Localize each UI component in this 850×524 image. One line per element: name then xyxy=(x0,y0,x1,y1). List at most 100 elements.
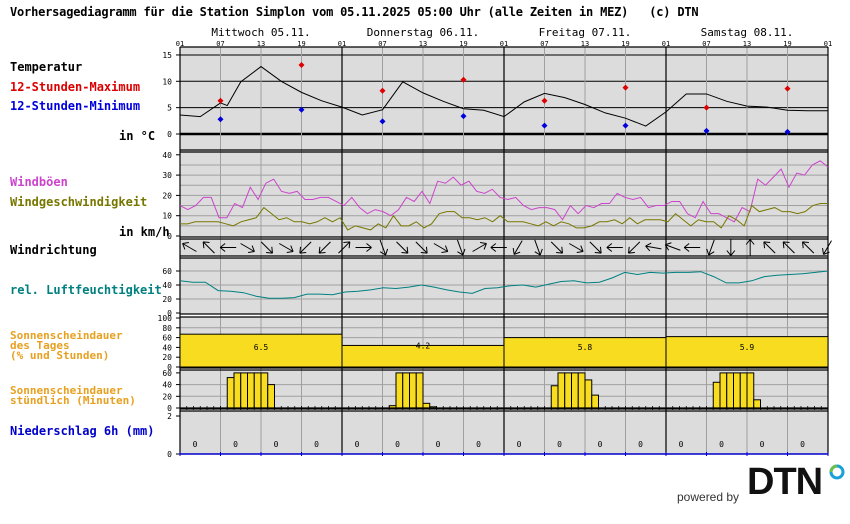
y-tick-label-sun-daily: 0 xyxy=(167,363,172,372)
y-tick-label-wind: 30 xyxy=(162,171,172,180)
label-precipitation: Niederschlag 6h (mm) xyxy=(10,424,155,438)
wind-direction-arrow-icon xyxy=(645,242,662,252)
wind-direction-arrow-icon xyxy=(822,240,832,255)
y-tick-label-sun-hourly: 0 xyxy=(167,404,172,413)
min-12h-marker xyxy=(622,122,629,129)
hour-tick-label: 01 xyxy=(662,40,670,48)
precip-value: 0 xyxy=(598,440,603,449)
label-gusts: Windböen xyxy=(10,175,68,189)
wind-direction-arrow-icon xyxy=(240,243,255,253)
precip-value: 0 xyxy=(719,440,724,449)
precip-value: 0 xyxy=(314,440,319,449)
wind-direction-arrow-icon xyxy=(433,243,449,253)
hour-tick-label: 19 xyxy=(783,40,791,48)
precip-value: 0 xyxy=(274,440,279,449)
precip-value: 0 xyxy=(517,440,522,449)
sun-daily-bar xyxy=(503,337,667,368)
y-tick-label-precip: 0 xyxy=(167,450,172,459)
max-12h-marker xyxy=(541,97,548,104)
sun-daily-hours-label: 4.2 xyxy=(416,341,431,350)
y-tick-label-wind: 10 xyxy=(162,212,172,221)
wind-direction-arrow-icon xyxy=(512,240,523,255)
sun-hourly-bar xyxy=(240,372,248,409)
precip-value: 0 xyxy=(395,440,400,449)
wind-direction-arrow-icon xyxy=(763,241,776,254)
y-tick-label-humidity: 40 xyxy=(162,281,172,290)
sun-daily-bar xyxy=(665,336,829,368)
wind-direction-arrow-icon xyxy=(745,239,755,256)
label-windspeed: Windgeschwindigkeit xyxy=(10,195,148,209)
precip-value: 0 xyxy=(800,440,805,449)
y-tick-label-sun-daily: 100 xyxy=(158,314,173,323)
precip-value: 0 xyxy=(436,440,441,449)
wind-direction-arrow-icon xyxy=(706,239,715,256)
sun-daily-hours-label: 6.5 xyxy=(254,343,269,352)
wind-direction-arrow-icon xyxy=(472,242,487,252)
day-label: Donnerstag 06.11. xyxy=(367,26,480,39)
sun-daily-hours-label: 5.9 xyxy=(740,343,755,352)
wind-direction-arrow-icon xyxy=(782,241,795,254)
min-12h-marker xyxy=(784,128,791,135)
max-12h-marker xyxy=(703,104,710,111)
min-12h-marker xyxy=(541,122,548,129)
wind-direction-arrow-icon xyxy=(628,241,641,254)
sun-hourly-bar xyxy=(226,377,235,409)
label-humidity: rel. Luftfeuchtigkeit xyxy=(10,283,162,297)
hour-tick-label: 13 xyxy=(581,40,589,48)
precip-value: 0 xyxy=(476,440,481,449)
y-tick-label-wind: 40 xyxy=(162,151,172,160)
sun-hourly-bar xyxy=(577,372,586,409)
label-temp-unit: in °C xyxy=(119,129,156,143)
sun-hourly-bar xyxy=(753,399,761,409)
day-label: Samstag 08.11. xyxy=(701,26,794,39)
label-min-12h: 12-Stunden-Minimum xyxy=(10,99,141,113)
hour-tick-label: 07 xyxy=(378,40,386,48)
hour-tick-label: 07 xyxy=(540,40,548,48)
sun-hourly-bar xyxy=(253,372,262,409)
wind-direction-arrow-icon xyxy=(606,243,623,252)
precip-value: 0 xyxy=(679,440,684,449)
label-temperature: Temperatur xyxy=(10,60,83,74)
y-tick-label-humidity: 0 xyxy=(167,309,172,318)
max-12h-marker xyxy=(622,84,629,91)
windspeed-line xyxy=(180,203,828,231)
sun-hourly-bar xyxy=(571,372,579,409)
y-tick-label-temp: 10 xyxy=(162,77,172,86)
dtn-logo-text: DTN xyxy=(747,461,823,503)
wind-direction-arrow-icon xyxy=(278,243,294,253)
min-12h-marker xyxy=(379,118,386,125)
max-12h-marker xyxy=(784,85,791,92)
dtn-logo: DTN xyxy=(747,461,823,503)
wind-direction-arrow-icon xyxy=(568,243,584,253)
label-sun-daily-1: Sonnenscheindauer xyxy=(10,329,123,342)
y-tick-label-humidity: 20 xyxy=(162,295,172,304)
max-12h-marker xyxy=(217,97,224,104)
wind-direction-arrow-icon xyxy=(379,239,389,256)
sun-hourly-bar xyxy=(557,372,566,409)
sun-hourly-bar xyxy=(395,372,404,409)
hour-tick-label: 07 xyxy=(216,40,224,48)
chart-title: Vorhersagediagramm für die Station Simpl… xyxy=(10,5,699,19)
wind-direction-arrow-icon xyxy=(396,241,409,254)
y-tick-label-temp: 5 xyxy=(167,104,172,113)
y-tick-label-sun-daily: 60 xyxy=(162,334,172,343)
powered-by-text: powered by xyxy=(677,490,740,504)
dtn-logo-dot-icon xyxy=(829,464,845,480)
sun-hourly-bar xyxy=(739,372,748,409)
wind-direction-arrow-icon xyxy=(219,243,237,252)
sun-hourly-bar xyxy=(564,372,572,409)
sun-hourly-bar xyxy=(260,372,269,409)
wind-direction-arrow-icon xyxy=(299,241,312,254)
wind-direction-arrow-icon xyxy=(355,243,372,252)
hour-tick-label: 19 xyxy=(297,40,305,48)
min-12h-marker xyxy=(217,116,224,123)
sun-hourly-bar xyxy=(719,372,728,409)
sun-hourly-bar xyxy=(402,372,410,409)
wind-direction-arrow-icon xyxy=(318,241,331,254)
label-sun-daily-3: (% und Stunden) xyxy=(10,349,110,362)
sun-daily-bar xyxy=(179,333,343,368)
precip-value: 0 xyxy=(193,440,198,449)
min-12h-marker xyxy=(703,127,710,134)
min-12h-marker xyxy=(298,106,305,113)
